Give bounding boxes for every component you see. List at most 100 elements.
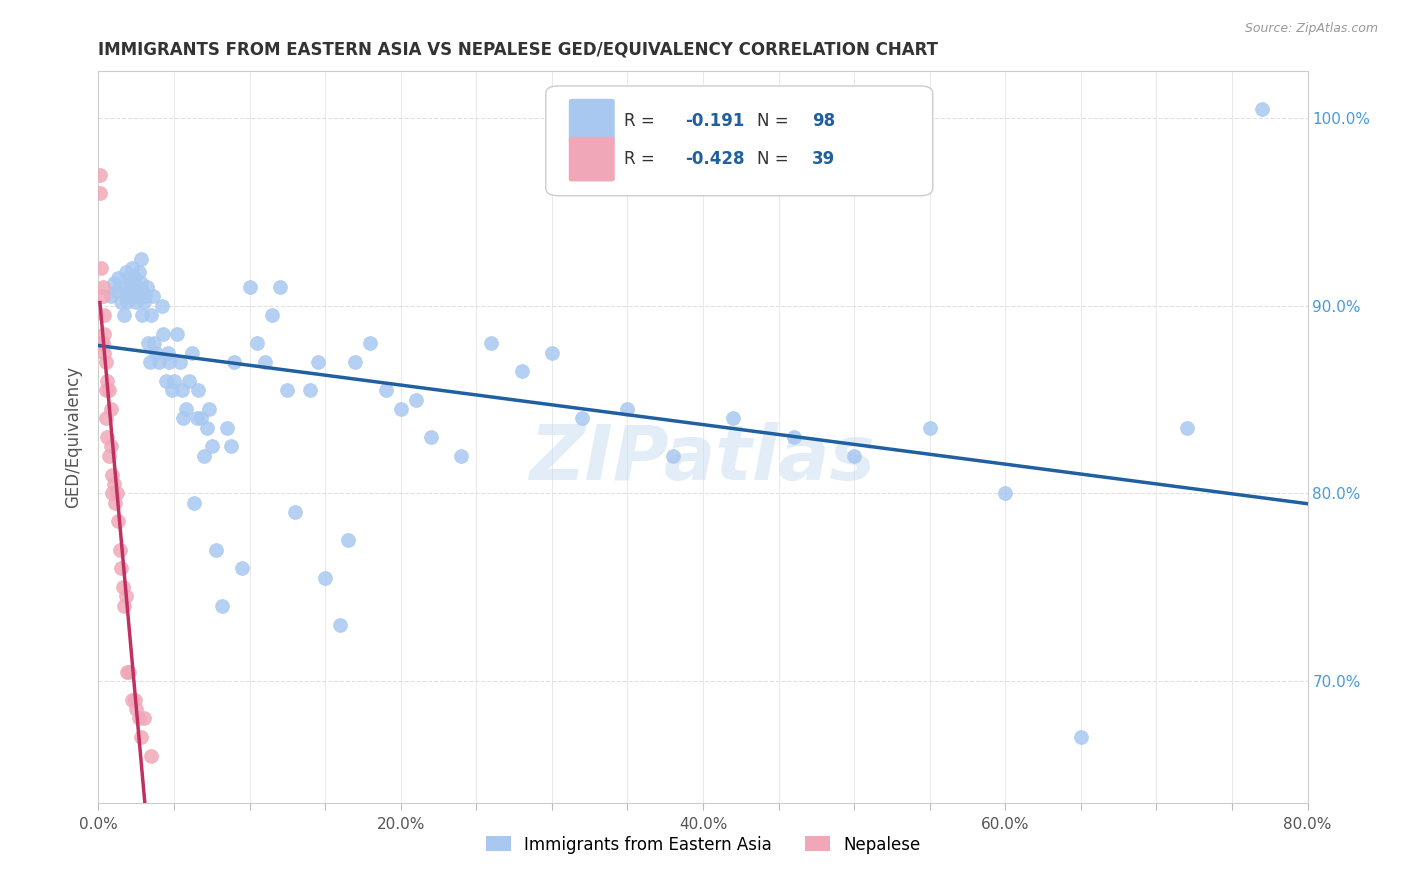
Point [510, 364, 533, 378]
Point [190, 411, 212, 425]
Point [179, 374, 201, 388]
Point [118, 665, 141, 679]
Point [107, 270, 129, 285]
Point [91, 280, 114, 294]
Point [142, 289, 165, 303]
Point [93, 345, 115, 359]
Point [134, 289, 156, 303]
Point [118, 284, 141, 298]
Point [114, 265, 136, 279]
Point [114, 590, 136, 604]
Point [104, 496, 127, 510]
Y-axis label: GED/Equivalency: GED/Equivalency [65, 366, 83, 508]
Point [269, 280, 291, 294]
Point [125, 284, 148, 298]
FancyBboxPatch shape [569, 99, 614, 144]
Point [103, 477, 125, 491]
Point [145, 345, 167, 359]
Point [100, 401, 122, 416]
Point [129, 277, 152, 291]
Point [98, 383, 121, 397]
Point [90, 261, 112, 276]
Point [661, 449, 683, 463]
Point [112, 599, 135, 613]
Point [307, 355, 329, 369]
Point [360, 336, 382, 351]
Point [187, 383, 209, 397]
Text: Source: ZipAtlas.com: Source: ZipAtlas.com [1244, 22, 1378, 36]
Point [94, 411, 117, 425]
Point [221, 440, 243, 454]
Point [128, 711, 150, 725]
Point [156, 345, 179, 359]
Point [571, 411, 593, 425]
Point [201, 440, 224, 454]
Point [1175, 420, 1198, 434]
Point [481, 336, 503, 351]
Point [1251, 102, 1274, 116]
Point [129, 730, 152, 744]
Text: ZIPatlas: ZIPatlas [530, 422, 876, 496]
Point [115, 295, 138, 310]
Point [94, 355, 117, 369]
Point [215, 420, 238, 434]
Point [231, 561, 253, 575]
Point [405, 392, 427, 407]
Point [163, 374, 186, 388]
Point [111, 580, 134, 594]
Point [389, 401, 412, 416]
Point [108, 542, 131, 557]
Point [1070, 730, 1092, 744]
Point [100, 440, 122, 454]
Text: N =: N = [758, 112, 794, 130]
Point [374, 383, 396, 397]
Point [110, 295, 132, 310]
Point [131, 308, 153, 322]
Point [132, 295, 155, 310]
Point [616, 401, 638, 416]
Text: 39: 39 [811, 150, 835, 168]
Point [450, 449, 472, 463]
Point [181, 345, 204, 359]
Point [105, 486, 128, 500]
Point [172, 411, 194, 425]
Point [101, 486, 124, 500]
Point [211, 599, 233, 613]
Point [193, 449, 215, 463]
Point [166, 326, 188, 341]
Text: 98: 98 [811, 112, 835, 130]
Point [262, 308, 284, 322]
Point [110, 561, 132, 575]
Point [125, 702, 148, 716]
Legend: Immigrants from Eastern Asia, Nepalese: Immigrants from Eastern Asia, Nepalese [479, 829, 927, 860]
Point [115, 665, 138, 679]
Point [122, 289, 145, 303]
Point [344, 355, 367, 369]
Text: R =: R = [624, 112, 661, 130]
Point [128, 289, 150, 303]
Point [299, 383, 322, 397]
Point [128, 265, 150, 279]
Point [135, 280, 157, 294]
Point [96, 430, 118, 444]
Point [136, 336, 159, 351]
Point [96, 374, 118, 388]
Point [129, 252, 152, 266]
Point [121, 284, 143, 298]
FancyBboxPatch shape [569, 136, 614, 181]
Point [100, 289, 122, 303]
Point [420, 430, 443, 444]
Point [174, 401, 197, 416]
Point [139, 355, 162, 369]
Point [150, 299, 173, 313]
Point [89, 168, 111, 182]
Point [94, 383, 117, 397]
Point [253, 355, 276, 369]
Point [111, 280, 134, 294]
Point [276, 383, 298, 397]
Point [195, 420, 218, 434]
Point [125, 295, 148, 310]
Point [152, 326, 174, 341]
Point [112, 308, 135, 322]
Point [91, 336, 114, 351]
